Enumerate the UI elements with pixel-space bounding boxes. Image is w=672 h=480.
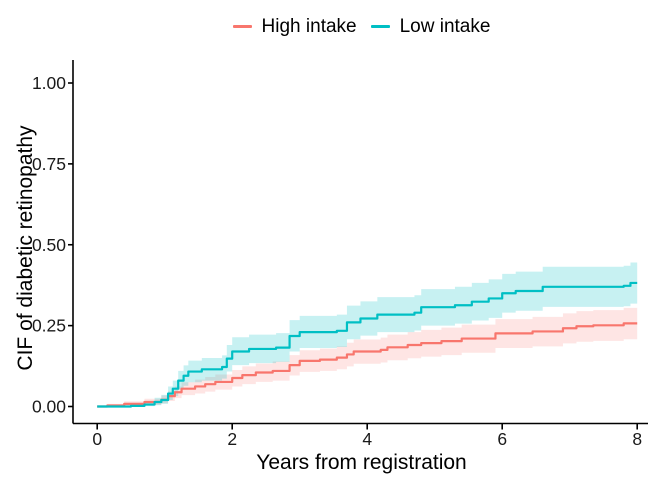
legend-label-low-intake: Low intake (399, 15, 491, 37)
legend-key-line-low-intake (370, 24, 390, 28)
legend: High intake Low intake (73, 10, 650, 42)
x-tick-label: 4 (362, 429, 372, 449)
y-tick-label: 0.25 (32, 316, 66, 336)
legend-key-line-high-intake (232, 24, 252, 28)
series-line-low-intake (97, 281, 638, 408)
x-tick-label: 0 (92, 429, 102, 449)
y-tick-label: 0.50 (32, 235, 66, 255)
x-tick-label: 2 (227, 429, 237, 449)
y-tick-label: 1.00 (32, 73, 66, 93)
y-tick-label: 0.00 (32, 397, 66, 417)
x-axis-title: Years from registration (256, 451, 467, 474)
legend-label-high-intake: High intake (261, 15, 357, 37)
legend-item-low-intake: Low intake (370, 15, 491, 37)
y-axis-title: CIF of diabetic retinopathy (14, 125, 37, 371)
x-tick-label: 8 (632, 429, 642, 449)
y-tick-label: 0.75 (32, 154, 66, 174)
x-tick-label: 6 (497, 429, 507, 449)
series-line-high-intake (97, 322, 638, 408)
legend-item-high-intake: High intake (232, 15, 357, 37)
